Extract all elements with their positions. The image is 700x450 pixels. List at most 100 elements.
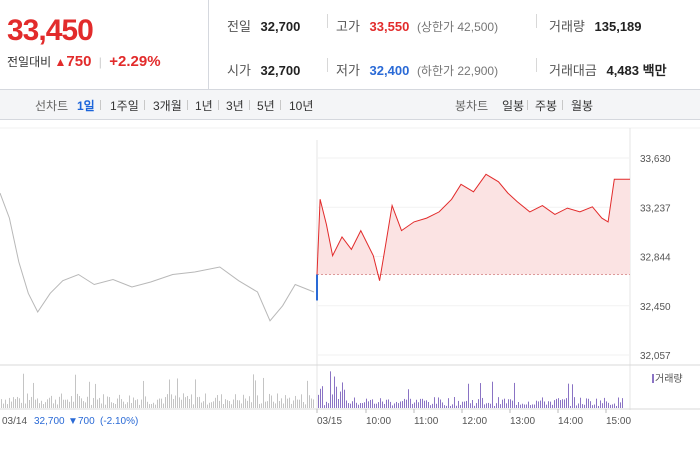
volume-bar (570, 405, 571, 408)
volume-bar (93, 397, 94, 408)
volume-bar (273, 401, 274, 408)
volume-bar (293, 400, 294, 408)
volume-bar (516, 404, 517, 408)
volume-bar (251, 402, 252, 408)
high-label: 고가 (336, 19, 360, 34)
tab-divider (280, 100, 281, 110)
volume-bar (548, 401, 549, 408)
volume-bar (600, 400, 601, 408)
volume-bar (366, 398, 367, 408)
volume-bar (119, 394, 120, 408)
tab-3m[interactable]: 3개월 (153, 99, 182, 113)
volume-bar (462, 401, 463, 408)
volume-bar (191, 394, 192, 408)
x-tick-label: 14:00 (558, 416, 583, 427)
volume-bar (99, 397, 100, 408)
prev-day-price-line (0, 192, 315, 322)
volume-bar (436, 403, 437, 408)
volume-bar (309, 395, 310, 408)
volume-bar (37, 398, 38, 408)
volume-bar (618, 397, 619, 408)
intraday-price-chart[interactable]: 33,630 33,237 32,844 32,450 32,057 03/15 10:0… (0, 120, 700, 450)
volume-bar (303, 402, 304, 408)
tab-10y[interactable]: 10년 (289, 99, 314, 113)
volume-bar (508, 399, 509, 408)
volume-bar (334, 376, 335, 408)
volume-bar (163, 403, 164, 408)
volume-bar (137, 399, 138, 408)
volume-bar (324, 405, 325, 408)
volume-bar (538, 401, 539, 408)
volume-bar (440, 399, 441, 408)
volume-bar (510, 399, 511, 408)
volume-bar (456, 405, 457, 408)
volume-bar (151, 404, 152, 408)
volume-bar (205, 393, 206, 408)
x-tick-label: 15:00 (606, 416, 631, 427)
volume-bar (468, 383, 469, 408)
volume-bar (227, 400, 228, 408)
volume-bar (219, 400, 220, 408)
volume-bar (422, 398, 423, 408)
high-stat: 고가 33,550 (상한가 42,500) (336, 16, 498, 35)
volume-bar (63, 399, 64, 408)
volume-bar (197, 397, 198, 408)
y-tick-label: 32,844 (640, 253, 671, 264)
tab-5y[interactable]: 5년 (257, 99, 275, 113)
volume-bar (476, 403, 477, 408)
volume-bar (506, 403, 507, 408)
volume-bar (281, 398, 282, 408)
tab-3y[interactable]: 3년 (226, 99, 244, 113)
volume-bar (470, 403, 471, 408)
tab-daily-candle[interactable]: 일봉 (502, 99, 525, 113)
volume-bar (289, 397, 290, 408)
volume-bar (7, 404, 8, 408)
volume-bar (57, 404, 58, 408)
volume-bar (362, 403, 363, 408)
volume-bar (408, 389, 409, 408)
volume-bar (33, 382, 34, 408)
volume-bar (233, 399, 234, 408)
volume-bar (143, 380, 144, 408)
volume-bar (478, 399, 479, 408)
volume-bar (79, 396, 80, 408)
volume-bar (352, 401, 353, 408)
volume-bar (522, 403, 523, 408)
prev-day-line-group (0, 192, 315, 322)
volume-bar (209, 402, 210, 408)
y-tick-label: 33,237 (640, 203, 671, 214)
volume-bar (157, 399, 158, 408)
volume-bar (404, 398, 405, 408)
tab-1y[interactable]: 1년 (195, 99, 213, 113)
volume-bar (17, 396, 18, 408)
tab-divider (527, 100, 528, 110)
volume-bar (277, 393, 278, 408)
volume-bar (486, 403, 487, 408)
volume-bar (265, 401, 266, 408)
volume-bar (604, 397, 605, 408)
volume-bar (608, 402, 609, 408)
tab-1d[interactable]: 1일 (77, 99, 95, 113)
tab-divider (100, 100, 101, 110)
volume-bar (410, 398, 411, 408)
volume-bar (169, 379, 170, 408)
volume-bar (133, 397, 134, 408)
tab-1w[interactable]: 1주일 (110, 99, 139, 113)
volume-bar (141, 399, 142, 408)
volume-bar (15, 399, 16, 408)
volume-bar (368, 401, 369, 408)
volume-bar (247, 400, 248, 408)
chart-grid (0, 127, 700, 413)
volume-bar (574, 397, 575, 408)
volume-bar (225, 399, 226, 408)
volume-bar (564, 399, 565, 408)
volume-stat: 거래량 135,189 (549, 16, 642, 35)
volume-bar (195, 379, 196, 408)
volume-bar (13, 397, 14, 408)
volume-bar (318, 394, 319, 408)
tab-weekly-candle[interactable]: 주봉 (535, 99, 558, 113)
volume-bar (213, 401, 214, 408)
volume-bar (392, 405, 393, 408)
tab-monthly-candle[interactable]: 월봉 (571, 99, 594, 113)
volume-bar (49, 397, 50, 408)
